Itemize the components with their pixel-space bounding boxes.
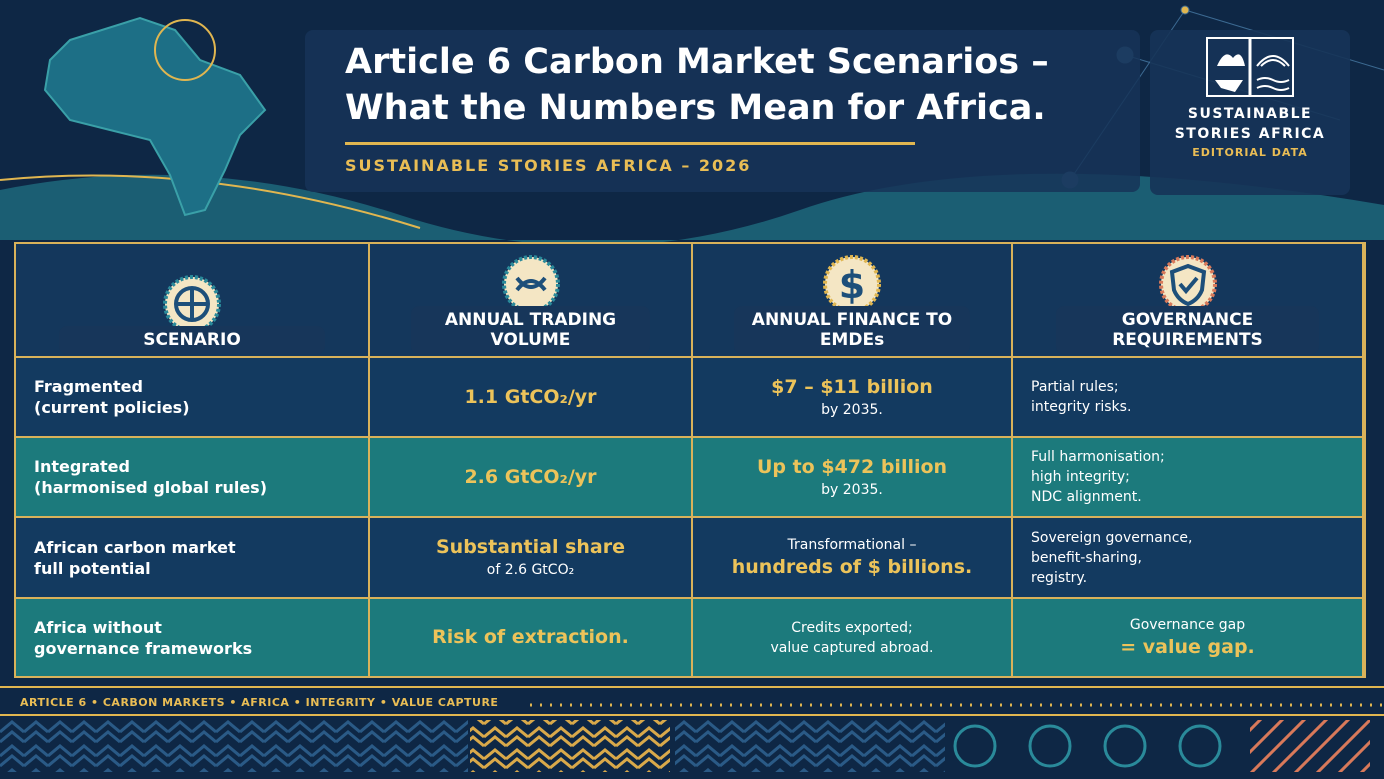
circles-pattern [953,724,1222,768]
logo-mark [1206,37,1294,97]
cell-text: registry. [1031,569,1088,586]
scenario-label: full potential [34,558,151,578]
column-header: $ ANNUAL FINANCE TO EMDEs [693,244,1013,358]
scenario-label: governance frameworks [34,638,253,658]
column-title: GOVERNANCE REQUIREMENTS [1056,306,1319,354]
table-cell: $7 – $11 billion by 2035. [693,358,1013,438]
column-icon [501,255,560,313]
column-header: GOVERNANCE REQUIREMENTS [1013,244,1364,358]
table-cell: Full harmonisation; high integrity; NDC al… [1013,438,1364,518]
table-cell: Fragmented (current policies) [16,358,370,438]
pattern [0,720,468,772]
column-header: ANNUAL TRADING VOLUME [370,244,693,358]
table-cell: Integrated (harmonised global rules) [16,438,370,518]
cell-note: by 2035. [821,481,883,498]
cell-highlight: 2.6 GtCO₂/yr [464,465,597,488]
scenario-label: (harmonised global rules) [34,478,268,497]
cell-text: Governance gap [1129,617,1246,633]
cell-highlight: Up to $472 billion [756,455,948,478]
column-icon: $ [823,255,881,313]
scenario-label: African carbon market [34,537,236,557]
cell-highlight: Substantial share [435,536,625,558]
table-cell: 1.1 GtCO₂/yr [370,358,693,438]
cell-text: benefit-sharing, [1031,549,1142,566]
scenario-label: Fragmented [34,377,143,396]
title-underline [345,142,915,145]
svg-text:$: $ [839,263,865,307]
cell-text: value captured abroad. [770,639,934,656]
cell-text: Transformational – [787,537,917,553]
table-cell: Risk of extraction. [370,599,693,678]
column-title: ANNUAL TRADING VOLUME [410,306,651,354]
footer-tags: ARTICLE 6 • CARBON MARKETS • AFRICA • IN… [20,696,499,709]
logo: SUSTAINABLE STORIES AFRICA EDITORIAL DAT… [1150,30,1350,195]
column-title: SCENARIO [59,326,325,354]
table-cell: Partial rules; integrity risks. [1013,358,1364,438]
title: Article 6 Carbon Market Scenarios – [345,42,1049,82]
table-cell: Sovereign governance, benefit-sharing, reg… [1013,518,1364,599]
pattern [675,720,945,772]
scenario-label: Integrated [34,457,130,476]
column-icon [163,275,221,333]
cell-text: Full harmonisation; [1031,449,1165,465]
table-cell: Up to $472 billion by 2035. [693,438,1013,518]
table-cell: Africa without governance frameworks [16,599,370,678]
column-title: ANNUAL FINANCE TO EMDEs [733,306,971,354]
cell-highlight: 1.1 GtCO₂/yr [464,385,597,408]
logo-tagline: EDITORIAL DATA [1192,146,1308,159]
pattern [1250,720,1370,772]
title-panel: Article 6 Carbon Market Scenarios – What… [305,30,1140,192]
logo-name: STORIES AFRICA [1174,126,1326,142]
table-cell: African carbon market full potential [16,518,370,599]
pattern [470,720,670,772]
column-icon [1158,255,1217,313]
cell-text: integrity risks. [1031,399,1132,415]
column-header: SCENARIO [16,244,370,358]
scenario-label: (current policies) [34,398,190,417]
cell-text: NDC alignment. [1031,489,1142,505]
cell-text: high integrity; [1031,469,1130,485]
subtitle: SUSTAINABLE STORIES AFRICA – 2026 [345,156,752,175]
title: What the Numbers Mean for Africa. [345,88,1046,128]
cell-text: Sovereign governance, [1031,529,1193,546]
logo-name: SUSTAINABLE [1187,106,1313,122]
sun [154,19,216,81]
cell-text: Credits exported; [791,619,913,636]
cell-note: of 2.6 GtCO₂ [486,562,575,578]
table-cell: Credits exported; value captured abroad. [693,599,1013,678]
table-cell: 2.6 GtCO₂/yr [370,438,693,518]
scenario-label: Africa without [34,617,162,637]
scenario-table: SCENARIO ANNUAL TRADING VOLUME $ ANNUAL FIN… [14,242,1366,678]
table-cell: Transformational – hundreds of $ billions… [693,518,1013,599]
cell-highlight: Risk of extraction. [432,626,629,648]
cell-text: Partial rules; [1031,379,1119,395]
cell-note: by 2035. [821,401,883,418]
cell-highlight: = value gap. [1120,636,1255,658]
cell-highlight: hundreds of $ billions. [731,556,973,578]
cell-highlight: $7 – $11 billion [771,375,933,398]
table-cell: Substantial share of 2.6 GtCO₂ [370,518,693,599]
table-cell: Governance gap = value gap. [1013,599,1364,678]
